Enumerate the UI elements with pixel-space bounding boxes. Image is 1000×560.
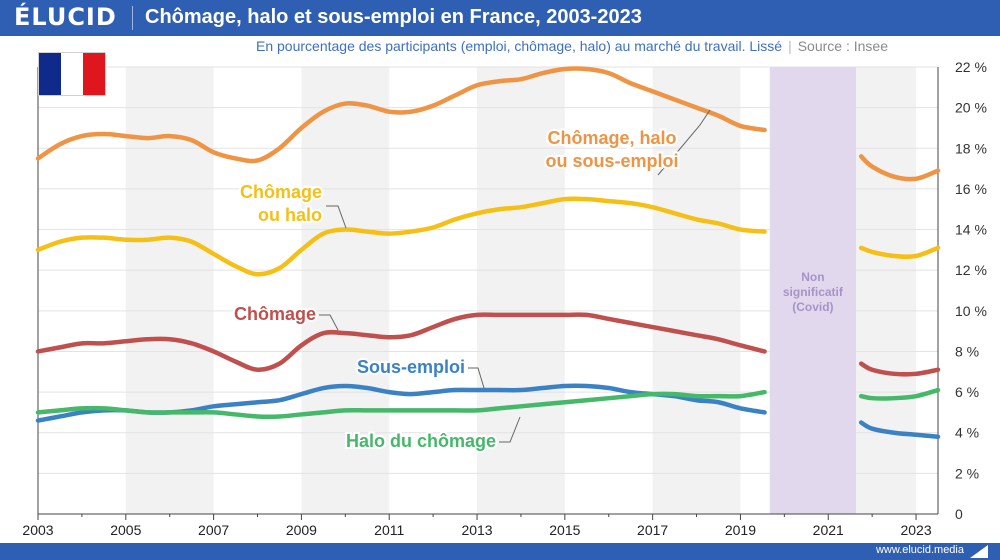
covid-annotation: (Covid) [792,300,833,314]
series-line-sous_emploi [858,420,941,440]
x-tick-label: 2013 [461,522,492,538]
y-tick-label: 8 % [955,343,979,359]
covid-annotation: significatif [783,285,844,299]
y-tick-label: 14 % [955,222,987,238]
year-band [652,67,741,514]
footer-bar: www.elucid.media [0,543,1000,560]
x-tick-label: 2005 [110,522,141,538]
leader-line-chomage [319,314,339,331]
y-tick-label: 4 % [955,425,979,441]
series-line-chomage_ou_halo [858,245,941,259]
y-tick-label: 12 % [955,262,987,278]
series-label-chomage_halo_sous_emploi: ou sous-emploi [545,151,678,171]
x-tick-label: 2011 [374,522,404,538]
chart-subtitle: En pourcentage des participants (emploi,… [256,38,783,54]
series-line-chomage_halo_sous_emploi [858,154,941,182]
x-tick-label: 2017 [637,522,668,538]
x-tick-label: 2009 [286,522,317,538]
y-tick-label: 18 % [955,140,987,156]
series-line-chomage_halo_sous_emploi [35,66,767,164]
y-tick-label: 20 % [955,100,987,116]
x-tick-label: 2003 [22,522,53,538]
leader-line-halo [499,416,521,443]
footer-url[interactable]: www.elucid.media [875,544,964,556]
subtitle-separator: | [788,38,792,54]
y-tick-label: 22 % [955,59,987,75]
header-divider [132,6,133,30]
brand-logo: ÉLUCID [14,3,117,31]
leader-line-chomage_ou_halo [326,205,347,229]
series-line-chomage [858,361,941,377]
y-tick-label: 6 % [955,384,979,400]
series-line-halo [858,387,941,401]
year-band [477,67,565,514]
flag-blue-stripe [39,53,61,95]
leader-line-sous_emploi [468,367,485,389]
flag-red-stripe [83,53,105,95]
year-band [301,67,390,514]
series-label-sous_emploi: Sous-emploi [357,357,465,377]
france-flag-icon [39,53,105,95]
chart-source: Source : Insee [797,38,888,54]
y-tick-label: 2 % [955,465,979,481]
x-tick-label: 2021 [813,522,844,538]
y-tick-label: 16 % [955,181,987,197]
y-tick-label: 10 % [955,303,987,319]
series-line-halo [35,389,767,419]
subtitle-row: En pourcentage des participants (emploi,… [0,38,888,54]
series-label-chomage_ou_halo: Chômage [240,182,322,202]
series-line-chomage [35,312,767,372]
x-tick-label: 2023 [900,522,931,538]
x-tick-label: 2015 [549,522,580,538]
x-tick-label: 2019 [725,522,756,538]
flag-white-stripe [61,53,83,95]
series-label-halo: Halo du chômage [346,431,496,451]
covid-annotation: Non [801,270,824,284]
y-tick-label: 0 [955,506,963,522]
chart-title: Chômage, halo et sous-emploi en France, … [145,6,642,28]
x-tick-label: 2007 [198,522,229,538]
leader-line-chomage_halo_sous_emploi [657,109,711,176]
series-label-chomage: Chômage [234,304,316,324]
series-label-chomage_halo_sous_emploi: Chômage, halo [547,128,676,148]
series-line-chomage_ou_halo [35,196,767,277]
series-label-chomage_ou_halo: ou halo [258,205,322,225]
footer-logo-icon [970,545,988,558]
header-bar: ÉLUCID Chômage, halo et sous-emploi en F… [0,0,1000,36]
covid-band [769,67,856,514]
